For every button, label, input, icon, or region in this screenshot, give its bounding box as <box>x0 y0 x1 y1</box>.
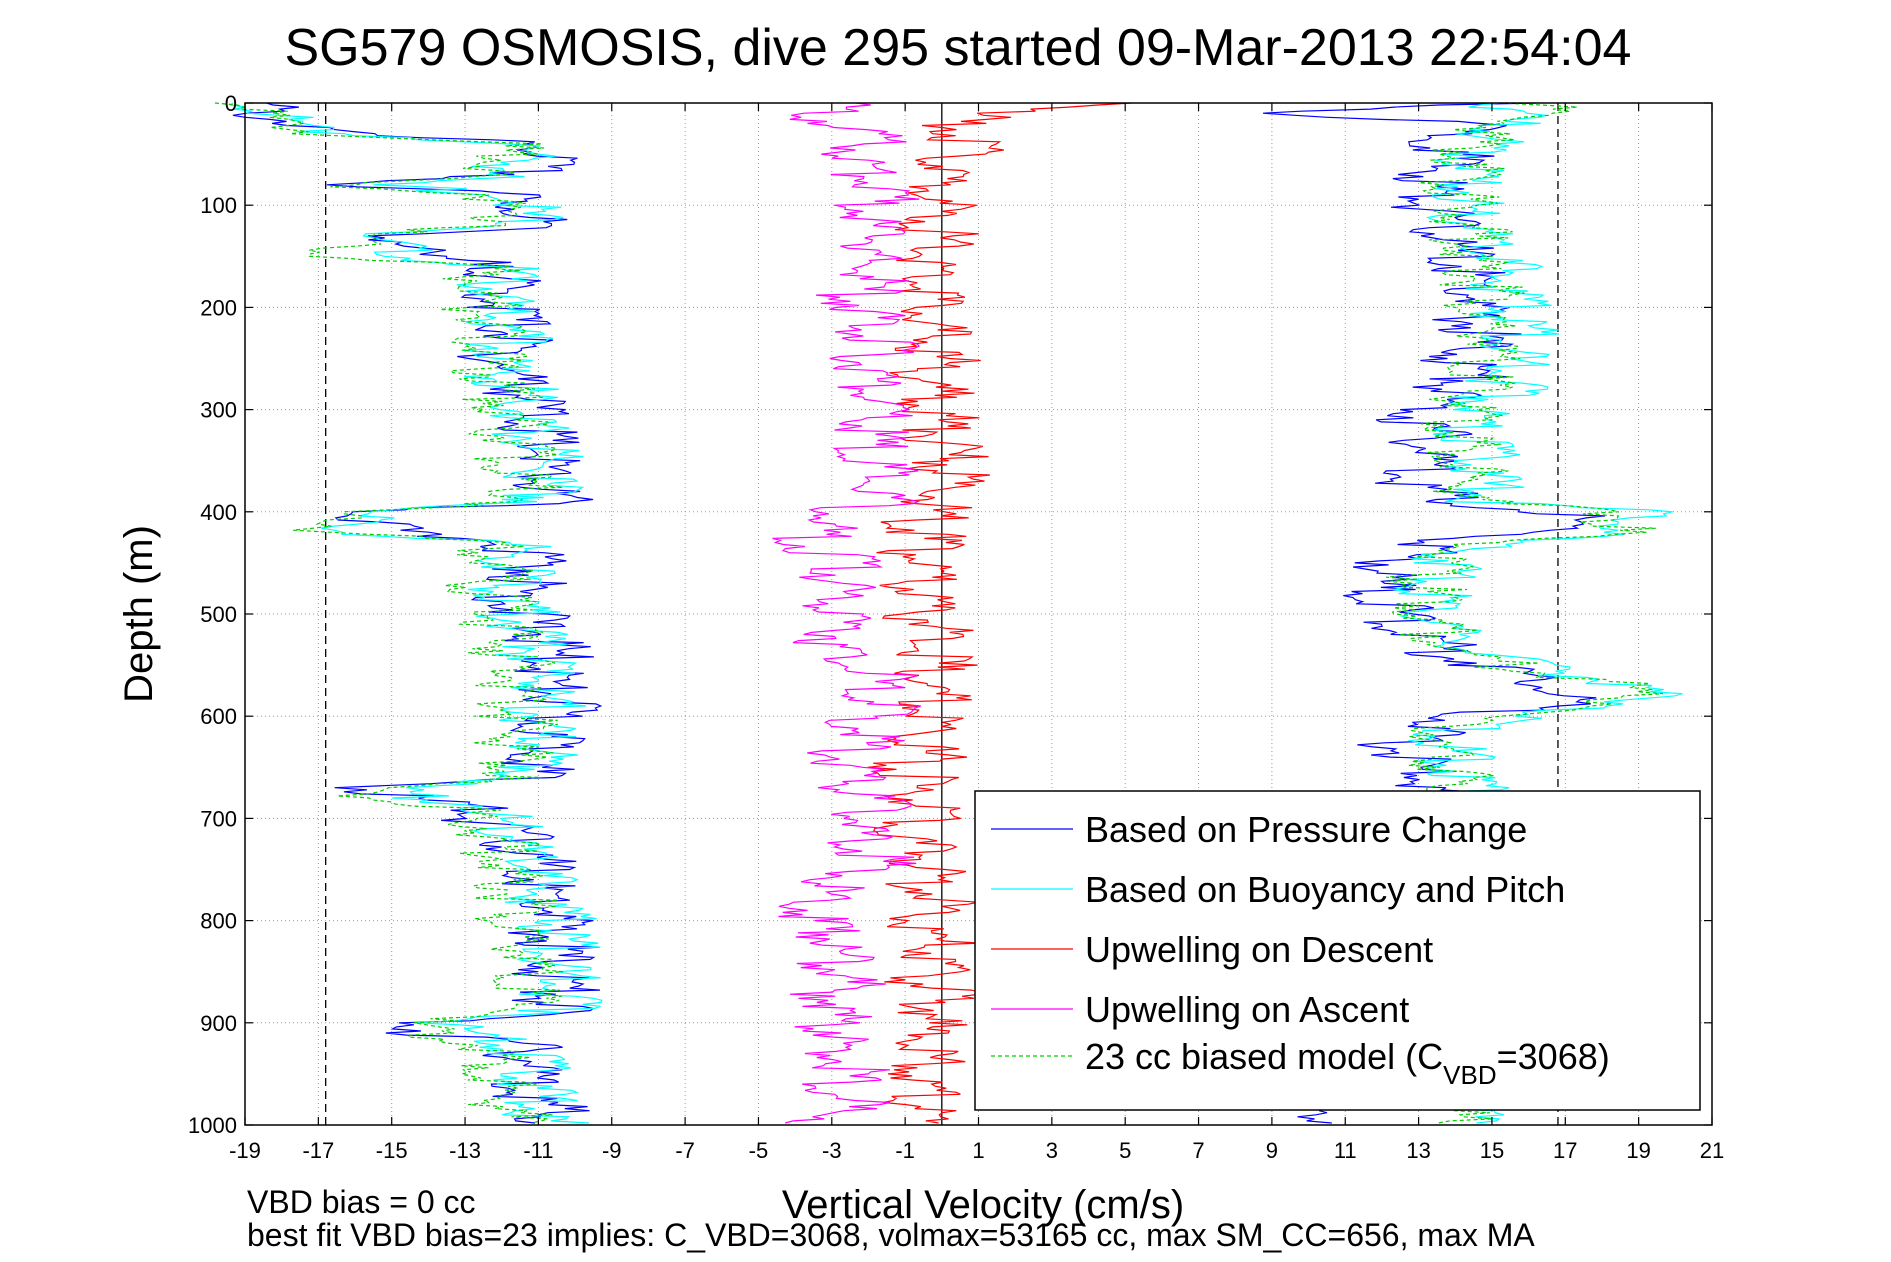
series-line-descent <box>229 102 603 1124</box>
x-tick-label: -15 <box>376 1138 408 1163</box>
legend-label: Based on Buoyancy and Pitch <box>1085 869 1565 910</box>
x-axis-ticks: -19 -17 -15 -13 -11 -9 -7 -5 -3 -1 1 3 5 7 9 11 13 15 17 19… <box>229 103 1724 1163</box>
x-tick-label: 19 <box>1626 1138 1650 1163</box>
y-axis-label: Depth (m) <box>117 525 161 703</box>
legend-label: Upwelling on Ascent <box>1085 989 1409 1030</box>
y-tick-label: 600 <box>200 704 237 729</box>
series-line-descent <box>232 102 603 1124</box>
x-tick-label: 7 <box>1192 1138 1204 1163</box>
grid-lines <box>245 103 1712 1125</box>
legend-box <box>974 790 1701 1111</box>
best-fit-annotation: best fit VBD bias=23 implies: C_VBD=3068… <box>247 1217 1535 1253</box>
vbd-bias-annotation: VBD bias = 0 cc <box>247 1184 476 1220</box>
x-tick-label: -7 <box>675 1138 695 1163</box>
y-tick-label: 800 <box>200 909 237 934</box>
y-tick-label: 900 <box>200 1011 237 1036</box>
y-tick-label: 1000 <box>188 1113 237 1138</box>
chart-title: SG579 OSMOSIS, dive 295 started 09-Mar-2… <box>285 19 1632 77</box>
x-tick-label: 3 <box>1046 1138 1058 1163</box>
x-axis-label: Vertical Velocity (cm/s) <box>782 1183 1184 1227</box>
series-line-profile <box>772 102 921 1124</box>
legend: Based on Pressure Change Based on Buoyanc… <box>974 790 1701 1111</box>
legend-label: Based on Pressure Change <box>1085 809 1527 850</box>
x-tick-label: 13 <box>1406 1138 1430 1163</box>
y-tick-label: 700 <box>200 806 237 831</box>
y-axis-ticks: 0 100 200 300 400 500 600 700 800 900 1000 <box>188 91 1712 1138</box>
x-tick-label: 21 <box>1700 1138 1724 1163</box>
x-tick-label: 11 <box>1334 1138 1357 1163</box>
x-tick-label: -3 <box>822 1138 842 1163</box>
x-tick-label: 9 <box>1266 1138 1278 1163</box>
y-tick-label: 100 <box>200 193 237 218</box>
x-tick-label: -17 <box>302 1138 334 1163</box>
x-tick-label: -19 <box>229 1138 261 1163</box>
x-tick-label: 15 <box>1480 1138 1504 1163</box>
series-line-descent <box>214 102 563 1124</box>
x-tick-label: 17 <box>1553 1138 1577 1163</box>
x-tick-label: -9 <box>602 1138 622 1163</box>
x-tick-label: -5 <box>749 1138 769 1163</box>
x-tick-label: 1 <box>972 1138 984 1163</box>
y-tick-label: 500 <box>200 602 237 627</box>
y-tick-label: 400 <box>200 500 237 525</box>
series-line-profile <box>867 102 1132 1124</box>
y-tick-label: 0 <box>225 91 237 116</box>
x-tick-label: -1 <box>895 1138 915 1163</box>
y-tick-label: 300 <box>200 398 237 423</box>
x-tick-label: -11 <box>523 1138 553 1163</box>
y-tick-label: 200 <box>200 295 237 320</box>
legend-label: Upwelling on Descent <box>1085 929 1433 970</box>
x-tick-label: -13 <box>449 1138 481 1163</box>
x-tick-label: 5 <box>1119 1138 1131 1163</box>
